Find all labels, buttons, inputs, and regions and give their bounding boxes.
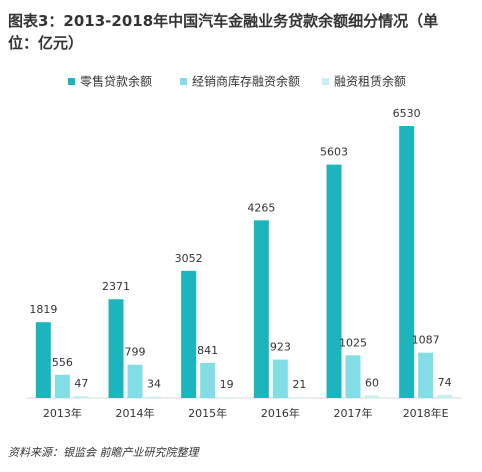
bar — [418, 352, 434, 398]
data-label: 6530 — [393, 107, 421, 120]
bar — [345, 355, 361, 398]
bar — [291, 397, 307, 398]
data-label: 60 — [365, 377, 379, 390]
data-label: 3052 — [175, 252, 203, 265]
x-tick-label: 2015年 — [188, 406, 227, 420]
data-label: 19 — [220, 378, 234, 391]
bar — [326, 164, 342, 398]
source-note: 资料来源：银监会 前瞻产业研究院整理 — [8, 446, 199, 459]
data-label: 841 — [197, 344, 218, 357]
bar — [127, 364, 143, 398]
data-label: 34 — [147, 378, 161, 391]
legend-swatch — [180, 78, 187, 85]
bar — [35, 322, 51, 398]
legend-label: 零售贷款余额 — [80, 74, 152, 89]
bar — [200, 362, 216, 398]
legend-swatch — [68, 78, 75, 85]
bar — [219, 397, 235, 398]
bar — [73, 396, 89, 398]
data-label: 47 — [74, 377, 88, 390]
chart-title: 图表3：2013-2018年中国汽车金融业务贷款余额细分情况（单位：亿元） — [8, 12, 439, 52]
data-label: 74 — [438, 376, 452, 389]
bar — [437, 394, 453, 398]
data-label: 2371 — [102, 280, 130, 293]
x-tick-label: 2018年E — [403, 406, 449, 420]
data-label: 923 — [270, 341, 291, 354]
legend-swatch — [322, 78, 329, 85]
data-label: 5603 — [320, 146, 348, 159]
data-label: 4265 — [247, 201, 275, 214]
data-label: 1087 — [412, 334, 440, 347]
bar — [364, 395, 380, 398]
legend-label: 融资租赁余额 — [334, 74, 406, 89]
bar — [272, 359, 288, 398]
bar — [146, 396, 162, 398]
x-tick-label: 2017年 — [334, 406, 373, 420]
bar — [399, 126, 415, 398]
data-label: 1819 — [29, 303, 57, 316]
x-tick-label: 2016年 — [261, 406, 300, 420]
data-label: 556 — [52, 356, 73, 369]
legend-label: 经销商库存融资余额 — [192, 74, 300, 89]
data-label: 799 — [125, 346, 146, 359]
bar — [253, 220, 269, 398]
bar — [181, 270, 197, 398]
x-tick-label: 2014年 — [116, 406, 155, 420]
bar — [108, 299, 124, 398]
data-label: 21 — [292, 378, 306, 391]
x-tick-label: 2013年 — [43, 406, 82, 420]
bar — [54, 374, 70, 398]
data-label: 1025 — [339, 336, 367, 349]
